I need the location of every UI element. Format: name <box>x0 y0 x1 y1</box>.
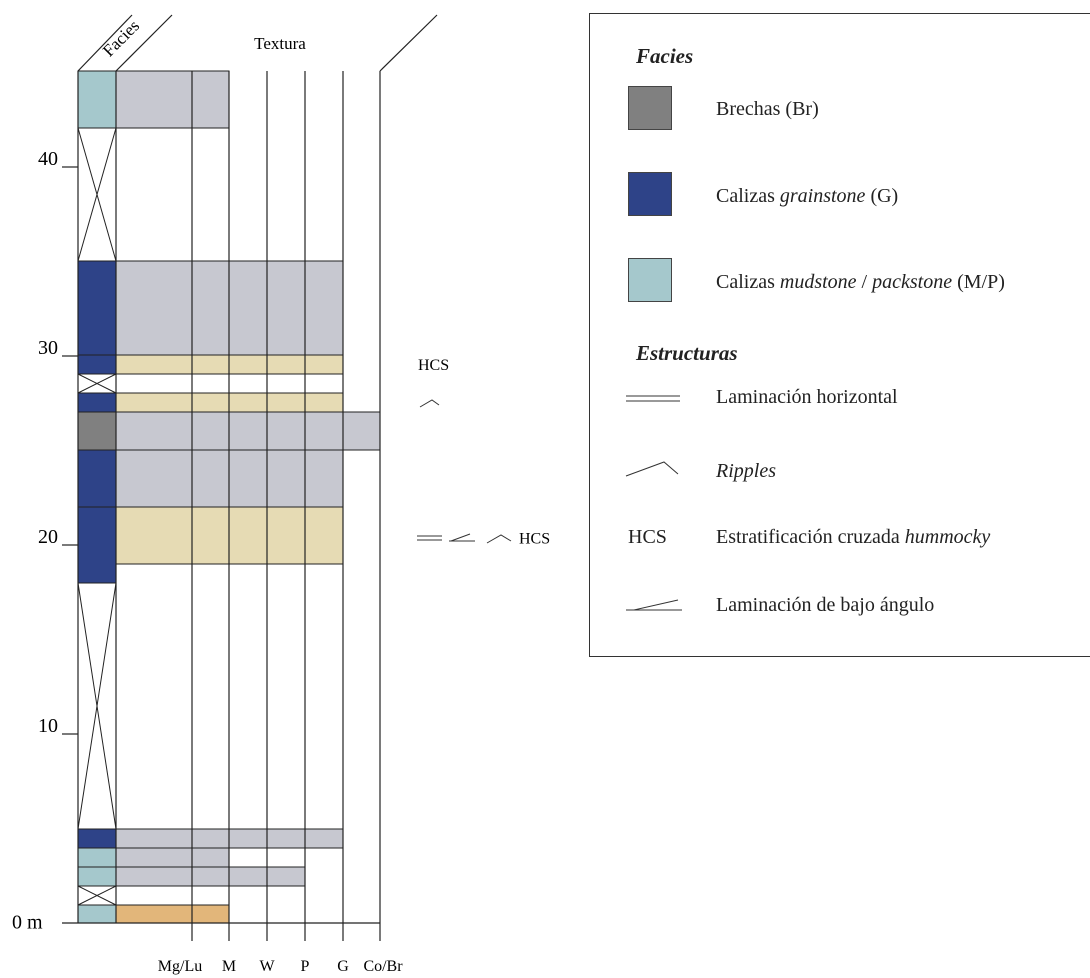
texture-class-labels: Mg/Lu M W P G Co/Br <box>158 958 403 975</box>
scale-label-0: 0 m <box>12 912 43 934</box>
facies-interval <box>77 582 117 830</box>
texture-class-p: P <box>301 958 310 975</box>
facies-fill <box>77 828 117 849</box>
texture-bar <box>115 904 230 924</box>
facies-fill <box>77 904 117 924</box>
facies-interval <box>77 885 117 906</box>
texture-class-w: W <box>259 958 275 975</box>
facies-interval <box>77 127 117 262</box>
facies-interval <box>77 904 117 924</box>
horizontal-lamination-icon <box>417 535 442 541</box>
legend-structures-title: Estructuras <box>636 341 738 365</box>
low-angle-lamination-icon <box>626 599 682 611</box>
texture-class-mg-lu: Mg/Lu <box>158 958 202 975</box>
stratigraphic-column: Facies Textura 0 m 10 20 30 40 Mg/Lu M W P G Co/… <box>12 14 550 975</box>
covered-cross <box>77 885 117 906</box>
header-frame <box>77 14 438 72</box>
texture-grid-lines <box>77 71 381 941</box>
scale-label-40: 40 <box>38 148 58 170</box>
facies-fill <box>77 449 117 508</box>
facies-interval <box>77 354 117 375</box>
swatch-breccia <box>628 86 672 130</box>
legend-box: Facies Brechas (Br) Calizas grainstone (… <box>589 13 1090 657</box>
scale-label-20: 20 <box>38 526 58 548</box>
legend-code-hcs: HCS <box>628 526 667 548</box>
height-scale: 10 20 30 40 <box>38 148 78 737</box>
ripples-icon <box>625 461 679 477</box>
texture-class-m: M <box>222 958 236 975</box>
facies-fill <box>77 260 117 356</box>
facies-fill <box>77 411 117 451</box>
facies-fill <box>77 847 117 868</box>
hcs-label-upper: HCS <box>418 357 449 374</box>
legend-label-breccia: Brechas (Br) <box>716 98 819 120</box>
covered-cross <box>77 127 117 262</box>
facies-header: Facies <box>99 16 143 60</box>
legend-label-hcs: Estratificación cruzada hummocky <box>716 526 991 548</box>
texture-bar <box>115 866 306 887</box>
texture-class-g: G <box>337 958 349 975</box>
texture-bars <box>115 70 381 924</box>
texture-bar <box>115 847 230 868</box>
facies-interval <box>77 70 117 129</box>
facies-interval <box>77 506 117 584</box>
low-angle-lamination-icon <box>449 533 475 542</box>
swatch-grainstone <box>628 172 672 216</box>
facies-interval <box>77 260 117 356</box>
legend-label-low-angle-lamination: Laminación de bajo ángulo <box>716 594 935 616</box>
structure-annotations: HCS HCS <box>417 357 550 548</box>
covered-cross <box>77 373 117 394</box>
texture-header: Textura <box>254 34 306 53</box>
facies-interval <box>77 866 117 887</box>
facies-fill <box>77 392 117 413</box>
hcs-label-lower: HCS <box>519 531 550 548</box>
ripple-icon <box>486 534 512 544</box>
facies-fill <box>77 506 117 584</box>
facies-fill <box>77 70 117 129</box>
legend-label-mudstone-packstone: Calizas mudstone / packstone (M/P) <box>716 271 1005 293</box>
facies-interval <box>77 373 117 394</box>
legend-label-grainstone: Calizas grainstone (G) <box>716 185 899 207</box>
legend-facies-title: Facies <box>636 44 694 68</box>
texture-class-co-br: Co/Br <box>363 958 403 975</box>
facies-interval <box>77 449 117 508</box>
scale-label-10: 10 <box>38 715 58 737</box>
facies-fill <box>77 354 117 375</box>
swatch-mudstone-packstone <box>628 258 672 302</box>
facies-interval <box>77 847 117 868</box>
scale-label-30: 30 <box>38 337 58 359</box>
facies-column <box>77 70 117 924</box>
ripple-icon <box>419 399 440 408</box>
facies-interval <box>77 392 117 413</box>
facies-interval <box>77 411 117 451</box>
legend-label-ripples: Ripples <box>716 460 776 482</box>
facies-fill <box>77 866 117 887</box>
horizontal-lamination-icon <box>626 395 680 402</box>
covered-cross <box>77 582 117 830</box>
texture-bar <box>115 70 230 129</box>
facies-interval <box>77 828 117 849</box>
legend-label-horizontal-lamination: Laminación horizontal <box>716 386 898 408</box>
texture-bar <box>115 411 381 451</box>
